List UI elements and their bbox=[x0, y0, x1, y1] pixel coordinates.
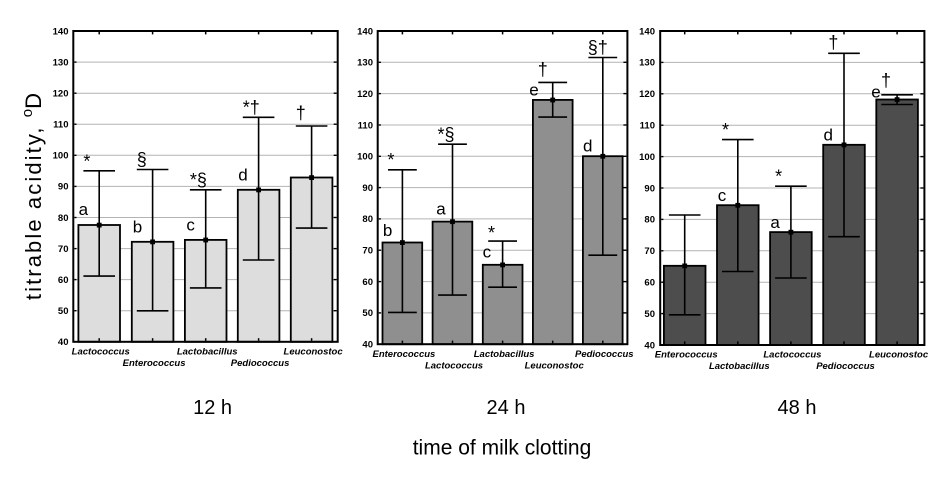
svg-text:140: 140 bbox=[639, 26, 655, 37]
svg-text:b: b bbox=[383, 221, 392, 240]
svg-text:†: † bbox=[828, 33, 838, 53]
svg-text:§†: §† bbox=[588, 38, 608, 58]
svg-text:a: a bbox=[436, 199, 446, 218]
svg-text:Pediococcus: Pediococcus bbox=[575, 349, 634, 360]
svg-text:90: 90 bbox=[644, 183, 655, 194]
svg-text:d: d bbox=[583, 137, 592, 156]
svg-text:48 h: 48 h bbox=[778, 397, 817, 419]
svg-text:e: e bbox=[529, 81, 538, 100]
svg-text:Lactobacillus: Lactobacillus bbox=[709, 361, 770, 372]
svg-text:100: 100 bbox=[53, 151, 69, 162]
svg-text:c: c bbox=[186, 215, 195, 234]
svg-text:Enterococcus: Enterococcus bbox=[655, 350, 718, 361]
svg-text:c: c bbox=[718, 186, 727, 205]
svg-text:110: 110 bbox=[53, 120, 68, 131]
svg-text:Enterococcus: Enterococcus bbox=[372, 349, 435, 360]
svg-text:70: 70 bbox=[362, 246, 373, 257]
svg-text:*: * bbox=[387, 150, 394, 170]
svg-text:§: § bbox=[137, 150, 147, 170]
svg-text:90: 90 bbox=[362, 183, 373, 194]
svg-text:50: 50 bbox=[362, 308, 373, 319]
svg-text:Enterococcus: Enterococcus bbox=[123, 358, 186, 369]
svg-text:40: 40 bbox=[644, 340, 655, 351]
svg-text:b: b bbox=[133, 218, 142, 237]
svg-text:a: a bbox=[770, 213, 780, 232]
svg-text:Lactococcus: Lactococcus bbox=[425, 360, 483, 371]
svg-text:Leuconostoc: Leuconostoc bbox=[284, 346, 344, 357]
svg-text:Leuconostoc: Leuconostoc bbox=[525, 360, 585, 371]
svg-text:140: 140 bbox=[357, 26, 373, 37]
svg-text:40: 40 bbox=[362, 340, 373, 351]
svg-text:50: 50 bbox=[58, 306, 69, 317]
svg-text:130: 130 bbox=[53, 57, 69, 68]
svg-text:Lactococcus: Lactococcus bbox=[763, 350, 821, 361]
svg-text:d: d bbox=[823, 126, 832, 145]
svg-text:140: 140 bbox=[53, 26, 69, 37]
svg-text:*§: *§ bbox=[190, 170, 207, 190]
svg-text:*†: *† bbox=[243, 97, 260, 117]
svg-text:50: 50 bbox=[644, 309, 655, 320]
svg-text:time of milk clotting: time of milk clotting bbox=[413, 437, 592, 460]
svg-text:Leuconostoc: Leuconostoc bbox=[869, 350, 929, 361]
svg-text:40: 40 bbox=[58, 337, 69, 348]
svg-text:e: e bbox=[871, 82, 880, 101]
svg-text:*: * bbox=[83, 152, 90, 172]
svg-text:100: 100 bbox=[639, 152, 655, 163]
svg-text:*: * bbox=[488, 223, 495, 243]
svg-text:80: 80 bbox=[58, 213, 69, 224]
svg-text:70: 70 bbox=[644, 246, 655, 257]
svg-text:110: 110 bbox=[640, 121, 655, 132]
svg-text:Pediococcus: Pediococcus bbox=[816, 361, 875, 372]
svg-text:60: 60 bbox=[362, 277, 373, 288]
svg-text:titrable acidity, oD: titrable acidity, oD bbox=[19, 91, 46, 300]
svg-text:60: 60 bbox=[58, 275, 69, 286]
svg-text:Lactobacillus: Lactobacillus bbox=[177, 346, 238, 357]
svg-text:24 h: 24 h bbox=[487, 397, 526, 419]
svg-text:130: 130 bbox=[357, 58, 373, 69]
svg-text:†: † bbox=[538, 60, 548, 80]
svg-text:12 h: 12 h bbox=[193, 397, 232, 419]
svg-text:Pediococcus: Pediococcus bbox=[231, 358, 290, 369]
svg-text:100: 100 bbox=[357, 152, 373, 163]
svg-text:120: 120 bbox=[639, 89, 655, 100]
svg-text:*§: *§ bbox=[438, 125, 455, 145]
svg-text:Lactococcus: Lactococcus bbox=[72, 346, 130, 357]
svg-text:60: 60 bbox=[644, 278, 655, 289]
svg-text:130: 130 bbox=[639, 58, 655, 69]
svg-text:90: 90 bbox=[58, 182, 69, 193]
svg-text:110: 110 bbox=[358, 120, 373, 131]
svg-text:120: 120 bbox=[53, 89, 69, 100]
svg-text:70: 70 bbox=[58, 244, 69, 255]
svg-text:80: 80 bbox=[362, 214, 373, 225]
svg-text:†: † bbox=[296, 103, 306, 123]
svg-text:80: 80 bbox=[644, 215, 655, 226]
svg-text:d: d bbox=[238, 166, 247, 185]
svg-text:*: * bbox=[722, 120, 729, 140]
svg-text:120: 120 bbox=[357, 89, 373, 100]
svg-text:c: c bbox=[483, 242, 492, 261]
svg-text:*: * bbox=[775, 167, 782, 187]
svg-text:a: a bbox=[79, 200, 89, 219]
svg-text:†: † bbox=[881, 71, 891, 91]
svg-text:Lactobacillus: Lactobacillus bbox=[474, 349, 535, 360]
